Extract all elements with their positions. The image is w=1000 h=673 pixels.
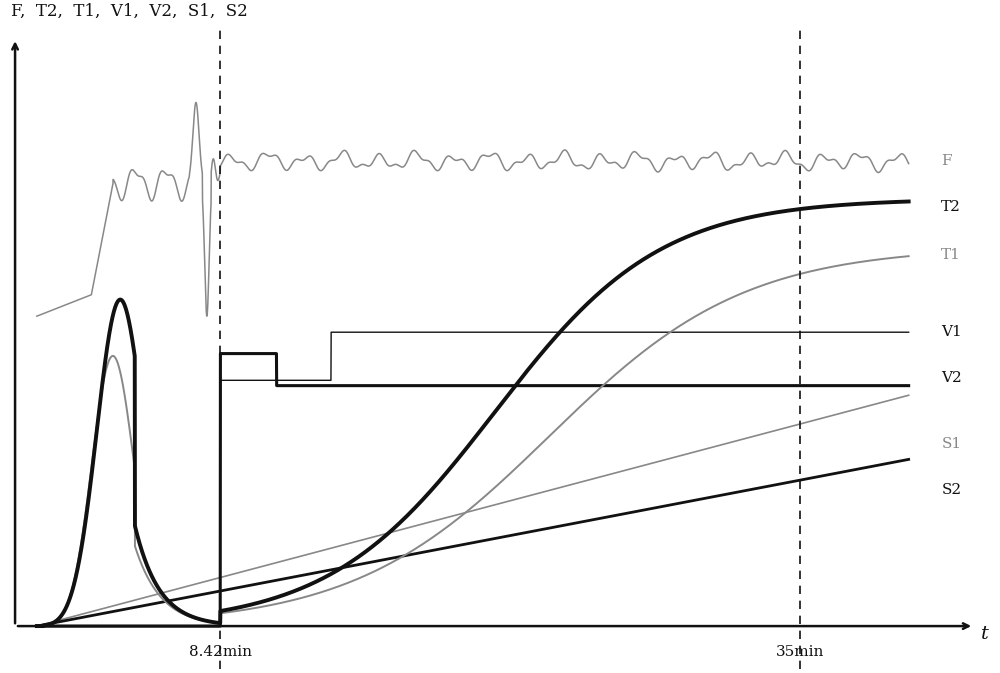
Text: T2: T2 [941,200,961,213]
Text: F,  T2,  T1,  V1,  V2,  S1,  S2: F, T2, T1, V1, V2, S1, S2 [11,3,247,20]
Text: 8.42min: 8.42min [189,645,252,659]
Text: 35min: 35min [775,645,824,659]
Text: V2: V2 [941,371,962,385]
Text: S1: S1 [941,437,961,452]
Text: T1: T1 [941,248,961,262]
Text: t: t [981,625,989,643]
Text: V1: V1 [941,325,962,339]
Text: F: F [941,154,952,168]
Text: S2: S2 [941,483,961,497]
